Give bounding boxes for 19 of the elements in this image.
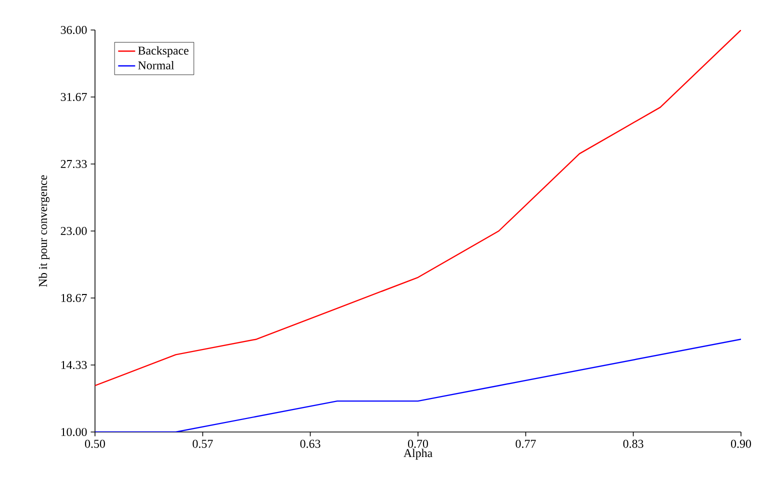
x-axis-title: Alpha <box>404 448 432 460</box>
y-tick-label: 27.33 <box>60 160 87 168</box>
y-tick-label: 23.00 <box>60 226 87 236</box>
line-series <box>95 30 742 386</box>
legend-label: Normal <box>138 61 174 70</box>
x-tick-label: 0.50 <box>84 440 105 448</box>
x-tick-label: 0.83 <box>623 440 644 448</box>
x-tick-label: 0.77 <box>516 440 536 448</box>
x-tick-label: 0.90 <box>730 440 752 448</box>
x-tick-label: 0.57 <box>192 440 213 448</box>
y-tick-label: 14.33 <box>61 360 87 370</box>
x-tick-label: 0.70 <box>408 440 428 448</box>
x-tick-label: 0.63 <box>300 440 320 448</box>
y-tick-label: 36.00 <box>60 26 87 34</box>
y-tick-label: 31.67 <box>60 92 87 102</box>
y-axis-title: Nb it pour convergence <box>38 175 50 287</box>
y-tick-label: 10.00 <box>61 428 87 436</box>
y-tick-label: 18.67 <box>61 294 87 302</box>
legend-label: Backspace <box>138 46 188 58</box>
